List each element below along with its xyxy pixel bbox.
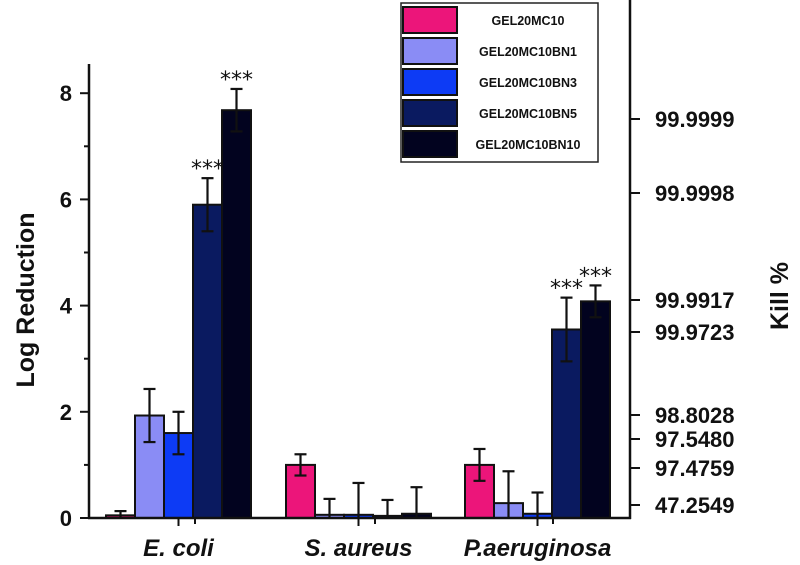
y-tick-label: 4 <box>60 294 73 319</box>
significance-marker: *** <box>579 264 612 289</box>
y-tick-label: 2 <box>60 400 72 425</box>
legend-swatch <box>402 99 458 127</box>
x-category-label: S. aureus <box>304 535 412 562</box>
y-tick-label: 0 <box>60 506 72 531</box>
bar-3-0 <box>192 203 223 520</box>
ticks-layer: E. coli S. aureus P.aeruginosa 0 2 4 6 8 99.9999… <box>60 81 735 562</box>
y-axis-title: Log Reduction <box>12 213 40 388</box>
y2-tick-label: 98.8028 <box>655 403 735 428</box>
legend-label: GEL20MC10 <box>492 14 565 28</box>
y-tick-label: 8 <box>60 81 72 106</box>
y-tick-label: 6 <box>60 187 72 212</box>
legend: GEL20MC10 GEL20MC10BN1 GEL20MC10BN3 GEL20MC… <box>400 2 599 163</box>
legend-label: GEL20MC10BN10 <box>476 138 581 152</box>
bars-layer: ************ <box>105 68 612 520</box>
significance-marker: *** <box>220 68 253 93</box>
y2-tick-label: 99.9723 <box>655 320 735 345</box>
significance-marker: *** <box>191 157 224 182</box>
legend-swatch <box>402 6 458 34</box>
y2-axis-title: Kill % <box>766 262 794 330</box>
x-category-label: P.aeruginosa <box>464 535 612 562</box>
y2-tick-label: 99.9998 <box>655 181 735 206</box>
y2-tick-label: 99.9999 <box>655 107 735 132</box>
legend-swatch <box>402 37 458 65</box>
legend-label: GEL20MC10BN1 <box>479 45 577 59</box>
bar-4-2 <box>580 300 611 519</box>
y2-tick-label: 97.5480 <box>655 427 735 452</box>
legend-label: GEL20MC10BN5 <box>479 107 577 121</box>
x-category-label: E. coli <box>143 535 215 562</box>
bar-4-0 <box>221 109 252 520</box>
legend-swatch <box>402 130 458 158</box>
legend-label: GEL20MC10BN3 <box>479 76 577 90</box>
y2-tick-label: 47.2549 <box>655 493 735 518</box>
y2-tick-label: 97.4759 <box>655 456 735 481</box>
y2-tick-label: 99.9917 <box>655 288 735 313</box>
significance-marker: *** <box>550 277 583 302</box>
legend-swatch <box>402 68 458 96</box>
